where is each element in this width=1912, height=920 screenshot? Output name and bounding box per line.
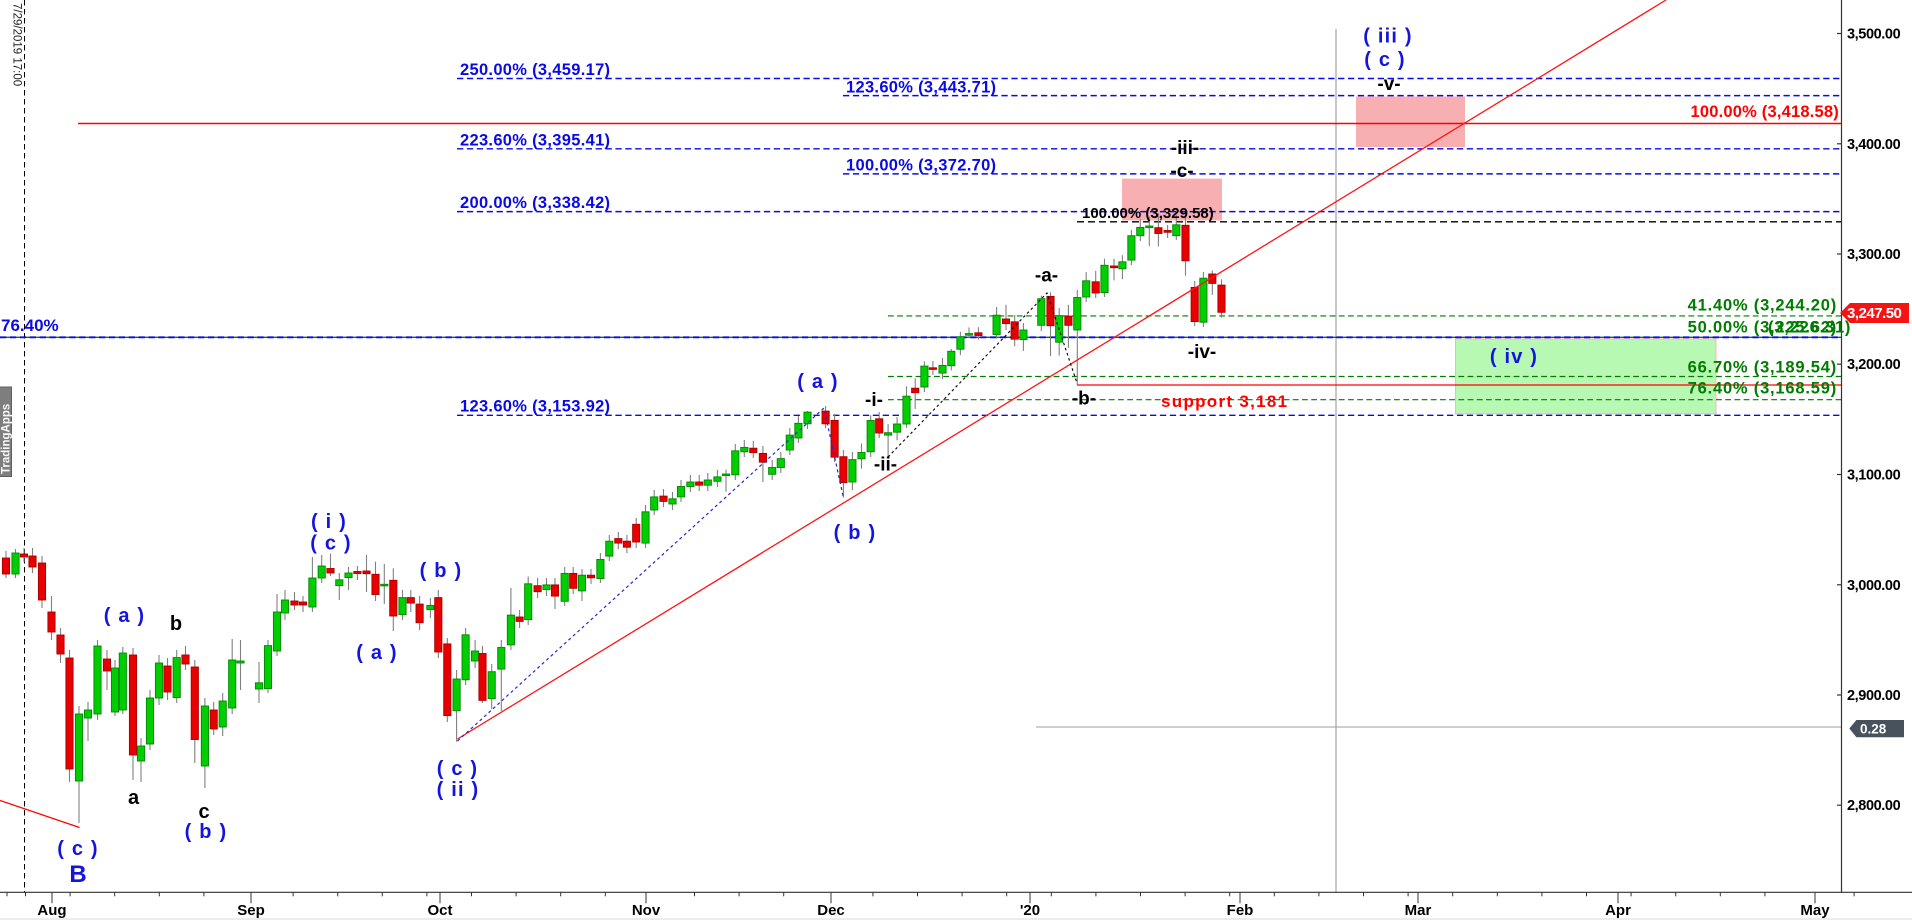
svg-text:( a ): ( a ) <box>104 605 146 627</box>
svg-text:200.00% (3,338.42): 200.00% (3,338.42) <box>460 194 610 212</box>
svg-text:( b ): ( b ) <box>420 560 463 582</box>
svg-text:( b ): ( b ) <box>834 522 877 544</box>
svg-text:-a-: -a- <box>1035 266 1058 287</box>
svg-text:66.70% (3,189.54): 66.70% (3,189.54) <box>1688 359 1837 377</box>
svg-text:3,200.00: 3,200.00 <box>1847 357 1901 373</box>
svg-text:-b-: -b- <box>1072 389 1096 410</box>
svg-text:3,100.00: 3,100.00 <box>1847 468 1901 484</box>
svg-text:( iv ): ( iv ) <box>1490 346 1538 368</box>
svg-text:Mar: Mar <box>1405 902 1432 919</box>
svg-text:( a ): ( a ) <box>797 371 839 393</box>
svg-text:( iii ): ( iii ) <box>1363 26 1413 48</box>
svg-text:(3,226.31): (3,226.31) <box>1768 319 1851 337</box>
svg-text:( a ): ( a ) <box>356 642 398 664</box>
svg-text:-ii-: -ii- <box>874 455 897 476</box>
svg-text:3,000.00: 3,000.00 <box>1847 578 1901 594</box>
svg-text:Apr: Apr <box>1605 902 1631 919</box>
svg-text:-i-: -i- <box>865 390 883 411</box>
svg-text:-v-: -v- <box>1377 74 1400 95</box>
svg-text:Sep: Sep <box>237 902 265 919</box>
svg-text:3,500.00: 3,500.00 <box>1847 27 1901 43</box>
svg-text:( c ): ( c ) <box>1364 49 1406 71</box>
svg-text:41.40% (3,244.20): 41.40% (3,244.20) <box>1688 297 1837 315</box>
svg-text:3,400.00: 3,400.00 <box>1847 137 1901 153</box>
svg-text:c: c <box>198 801 209 823</box>
svg-text:100.00% (3,418.58): 100.00% (3,418.58) <box>1690 103 1839 121</box>
svg-text:250.00% (3,459.17): 250.00% (3,459.17) <box>460 61 610 79</box>
svg-text:Aug: Aug <box>37 902 66 919</box>
svg-text:( ii ): ( ii ) <box>437 779 480 801</box>
svg-text:123.60% (3,153.92): 123.60% (3,153.92) <box>460 398 610 416</box>
svg-text:Feb: Feb <box>1227 902 1254 919</box>
svg-text:123.60% (3,443.71): 123.60% (3,443.71) <box>846 79 996 97</box>
svg-text:( c ): ( c ) <box>310 533 352 555</box>
svg-text:100.00% (3,329.58): 100.00% (3,329.58) <box>1082 205 1214 222</box>
svg-text:a: a <box>128 787 140 809</box>
svg-text:223.60% (3,395.41): 223.60% (3,395.41) <box>460 132 610 150</box>
svg-text:-iv-: -iv- <box>1188 342 1217 363</box>
svg-text:76.40%: 76.40% <box>1 316 59 335</box>
svg-text:-iii-: -iii- <box>1171 138 1200 159</box>
svg-text:3,247.50: 3,247.50 <box>1847 305 1902 322</box>
svg-text:Oct: Oct <box>427 902 452 919</box>
svg-text:76.40% (3,168.59): 76.40% (3,168.59) <box>1688 380 1837 398</box>
svg-text:( c ): ( c ) <box>437 758 479 780</box>
svg-text:May: May <box>1800 902 1830 919</box>
svg-text:( i ): ( i ) <box>311 511 347 533</box>
svg-text:b: b <box>170 613 182 635</box>
svg-text:Nov: Nov <box>632 902 661 919</box>
svg-text:B: B <box>69 861 86 888</box>
svg-text:50.00% (3,225.62): 50.00% (3,225.62) <box>1688 319 1837 337</box>
svg-text:( c ): ( c ) <box>57 838 99 860</box>
svg-text:support 3,181: support 3,181 <box>1161 392 1288 411</box>
svg-text:-c-: -c- <box>1170 161 1193 182</box>
svg-text:7/29/2019 17:00: 7/29/2019 17:00 <box>11 3 23 86</box>
svg-text:TradingApps: TradingApps <box>1 404 13 474</box>
svg-text:0.28: 0.28 <box>1860 722 1887 737</box>
svg-text:( b ): ( b ) <box>185 821 228 843</box>
svg-text:2,900.00: 2,900.00 <box>1847 688 1901 704</box>
svg-text:Dec: Dec <box>817 902 845 919</box>
svg-text:'20: '20 <box>1020 902 1040 919</box>
svg-text:100.00% (3,372.70): 100.00% (3,372.70) <box>846 157 996 175</box>
svg-text:2,800.00: 2,800.00 <box>1847 798 1901 814</box>
svg-text:3,300.00: 3,300.00 <box>1847 247 1901 263</box>
